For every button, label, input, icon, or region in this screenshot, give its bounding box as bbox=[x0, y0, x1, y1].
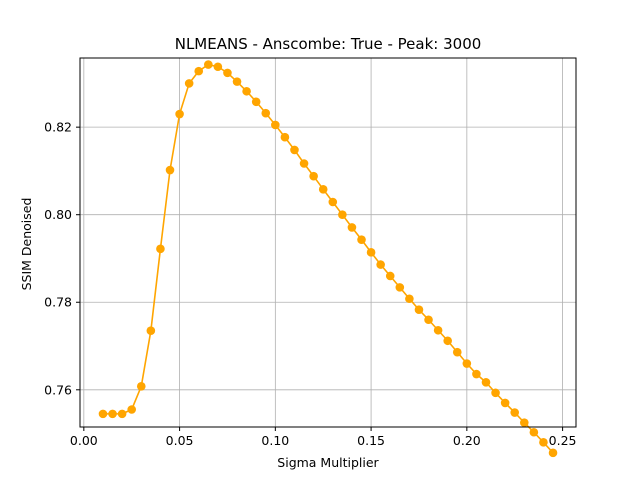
data-point bbox=[376, 260, 385, 269]
x-tick-label: 0.25 bbox=[549, 433, 577, 448]
data-point bbox=[309, 171, 318, 181]
data-point bbox=[452, 347, 462, 357]
data-point bbox=[136, 381, 146, 391]
data-point bbox=[98, 409, 108, 419]
y-tick-label: 0.78 bbox=[44, 295, 72, 310]
data-point bbox=[146, 326, 156, 336]
x-tick-label: 0.15 bbox=[357, 433, 385, 448]
axis-ticks: 0.00 0.05 0.10 0.15 0.20 0.25 0.76 0.78 0.80 0.82 bbox=[44, 120, 576, 448]
data-series bbox=[98, 60, 558, 458]
data-point bbox=[194, 66, 204, 76]
x-tick-label: 0.05 bbox=[166, 433, 194, 448]
data-point bbox=[500, 398, 510, 408]
data-point bbox=[299, 159, 309, 168]
data-point bbox=[539, 438, 548, 447]
data-point bbox=[424, 315, 433, 325]
data-point bbox=[338, 210, 347, 220]
data-point bbox=[433, 325, 443, 335]
data-point bbox=[472, 369, 481, 379]
data-point bbox=[223, 68, 232, 78]
data-point bbox=[280, 132, 290, 142]
data-point bbox=[290, 145, 299, 155]
y-axis-label: SSIM Denoised bbox=[19, 198, 34, 291]
data-point bbox=[529, 427, 539, 437]
data-point bbox=[357, 235, 366, 244]
data-point bbox=[251, 97, 261, 107]
data-point bbox=[204, 60, 213, 69]
data-point bbox=[414, 305, 424, 314]
data-point bbox=[491, 388, 500, 398]
plot-frame bbox=[79, 57, 577, 428]
data-point bbox=[271, 120, 280, 130]
y-tick-label: 0.76 bbox=[44, 382, 72, 397]
data-point bbox=[127, 405, 137, 414]
data-point bbox=[213, 62, 223, 72]
data-point bbox=[443, 336, 452, 346]
y-tick-label: 0.80 bbox=[44, 207, 72, 222]
data-point bbox=[347, 223, 357, 232]
x-axis-label: Sigma Multiplier bbox=[277, 455, 379, 470]
data-point bbox=[232, 77, 242, 86]
data-point bbox=[405, 294, 414, 304]
data-point bbox=[328, 197, 338, 207]
data-point bbox=[395, 283, 405, 292]
data-point bbox=[318, 185, 328, 194]
data-point bbox=[481, 378, 491, 387]
x-tick-label: 0.00 bbox=[70, 433, 98, 448]
data-point bbox=[510, 408, 520, 417]
data-point bbox=[156, 244, 165, 254]
data-point bbox=[242, 86, 251, 96]
data-point bbox=[117, 409, 127, 419]
data-point bbox=[462, 359, 472, 368]
data-point bbox=[165, 165, 175, 175]
data-point bbox=[519, 418, 529, 427]
chart-title: NLMEANS - Anscombe: True - Peak: 3000 bbox=[175, 35, 482, 53]
x-tick-label: 0.10 bbox=[261, 433, 289, 448]
y-tick-label: 0.82 bbox=[44, 120, 72, 135]
data-point bbox=[261, 108, 271, 118]
data-point bbox=[184, 79, 194, 88]
data-point bbox=[108, 409, 117, 419]
data-point bbox=[366, 248, 376, 257]
data-point bbox=[385, 271, 395, 281]
data-point bbox=[548, 448, 558, 458]
data-point bbox=[175, 109, 184, 119]
grid-lines bbox=[80, 58, 576, 427]
x-tick-label: 0.20 bbox=[453, 433, 481, 448]
